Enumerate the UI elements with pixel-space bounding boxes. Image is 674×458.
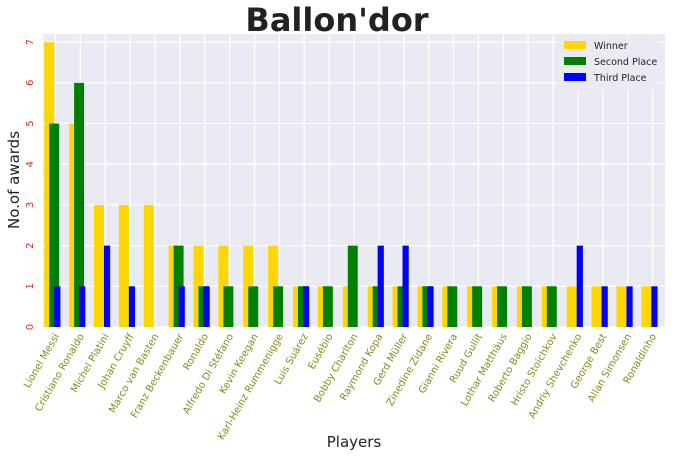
second-place-bar: [447, 286, 458, 327]
winner-bar: [342, 286, 353, 327]
legend-label: Third Place: [593, 73, 647, 84]
x-axis-label: Players: [327, 433, 382, 451]
winner-bar: [367, 286, 378, 327]
y-tick-label: 1: [25, 283, 36, 289]
second-place-bar: [347, 245, 358, 327]
third-place-bar: [178, 286, 185, 327]
third-place-bar: [377, 245, 384, 327]
winner-bar: [641, 286, 652, 327]
y-tick-label: 6: [25, 80, 36, 86]
winner-bar: [143, 204, 154, 327]
y-tick-label: 5: [25, 120, 36, 126]
winner-bar: [94, 204, 104, 327]
winner-bar: [417, 286, 428, 327]
third-place-bar: [54, 286, 61, 327]
third-place-bar: [576, 245, 583, 327]
legend-swatch: [564, 57, 586, 65]
second-place-bar: [472, 286, 483, 327]
y-tick-label: 0: [25, 324, 36, 330]
bars: [44, 42, 658, 328]
second-place-bar: [298, 286, 308, 327]
winner-bar: [616, 286, 627, 327]
second-place-bar: [74, 82, 85, 327]
third-place-bar: [128, 286, 136, 327]
winner-bar: [118, 204, 129, 327]
legend-swatch: [564, 41, 586, 49]
third-place-bar: [103, 245, 111, 327]
winner-bar: [591, 286, 602, 327]
third-place-bar: [203, 286, 210, 327]
second-place-bar: [248, 286, 259, 327]
y-tick-label: 3: [25, 202, 36, 208]
legend: Winner Second Place Third Place: [558, 36, 658, 90]
third-place-bar: [601, 286, 608, 327]
y-ticks: 0 1 2 3 4 5 6 7: [25, 39, 36, 330]
third-place-bar: [302, 286, 310, 327]
second-place-bar: [521, 286, 532, 327]
second-place-bar: [322, 286, 333, 327]
y-axis-label: No.of awards: [5, 131, 23, 229]
second-place-bar: [497, 286, 508, 327]
legend-label: Second Place: [594, 57, 657, 68]
third-place-bar: [402, 245, 409, 327]
y-tick-label: 2: [25, 242, 36, 248]
second-place-bar: [273, 286, 284, 327]
chart-title: Ballon'dor: [245, 1, 428, 39]
third-place-bar: [651, 286, 658, 327]
third-place-bar: [79, 286, 86, 327]
third-place-bar: [626, 286, 633, 327]
second-place-bar: [546, 286, 557, 327]
legend-swatch: [564, 73, 586, 81]
second-place-bar: [223, 286, 234, 327]
legend-label: Winner: [594, 41, 628, 52]
third-place-bar: [427, 286, 434, 327]
second-place-bar: [49, 123, 60, 328]
y-tick-label: 7: [25, 39, 36, 45]
y-tick-label: 4: [25, 161, 36, 167]
winner-bar: [392, 286, 403, 327]
winner-bar: [566, 286, 577, 327]
